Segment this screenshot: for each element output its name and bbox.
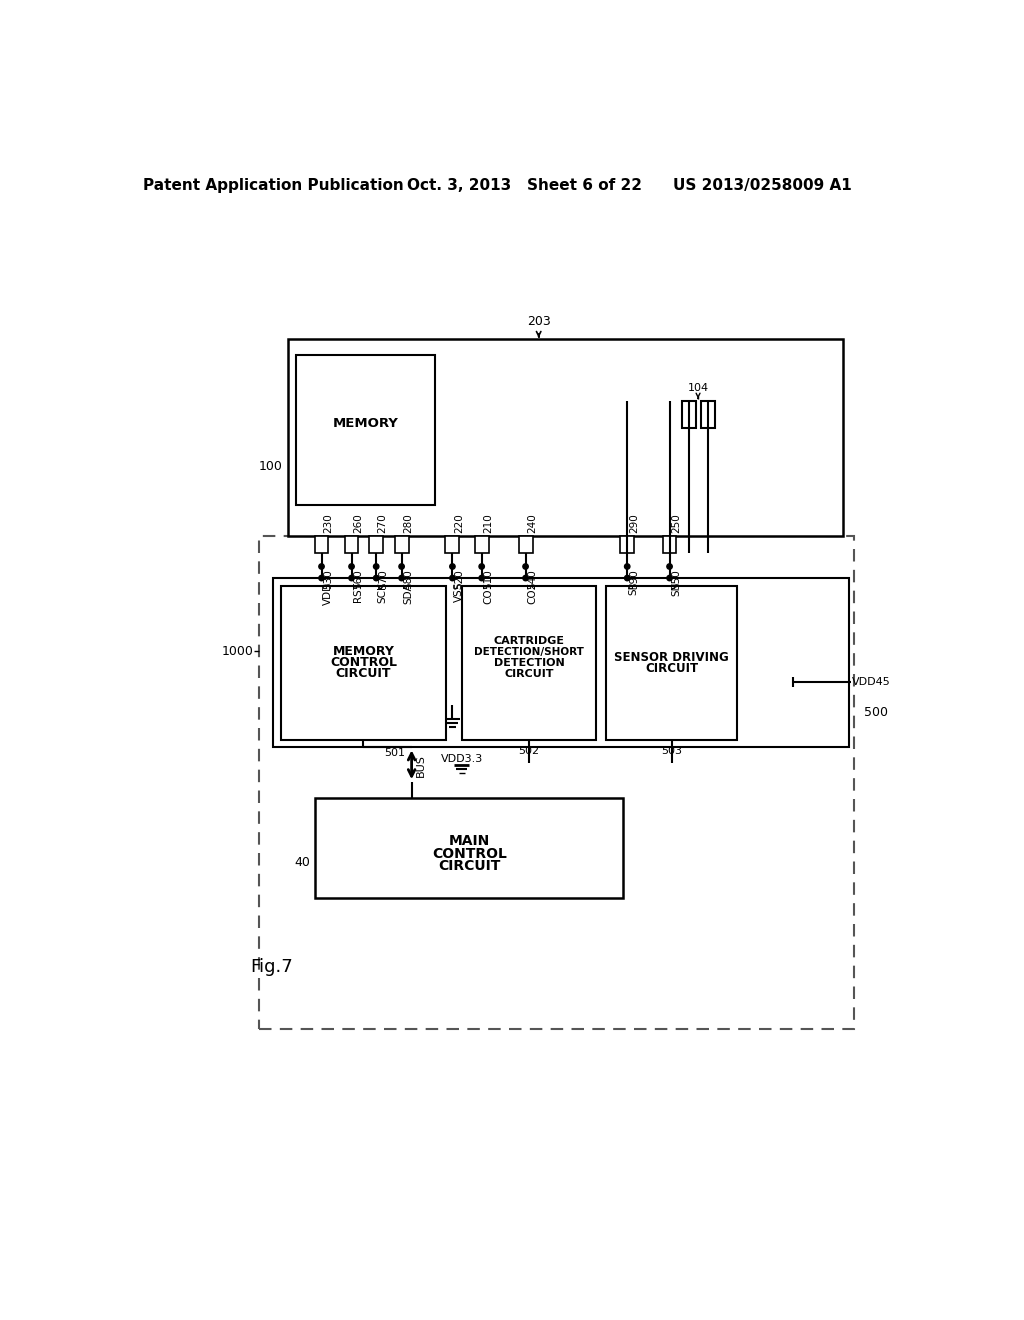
Text: CO1: CO1 — [483, 582, 494, 605]
Text: 270: 270 — [378, 513, 388, 533]
Bar — [682, 401, 695, 428]
Text: 220: 220 — [454, 513, 464, 533]
Text: MEMORY: MEMORY — [333, 417, 398, 430]
Text: VSS: VSS — [454, 582, 464, 602]
Text: VDD: VDD — [323, 582, 333, 605]
Bar — [462, 586, 596, 739]
Text: CO2: CO2 — [527, 582, 538, 605]
Text: VDD3.3: VDD3.3 — [440, 754, 482, 764]
Text: Patent Application Publication: Patent Application Publication — [142, 178, 403, 193]
Text: 503: 503 — [662, 746, 682, 756]
Circle shape — [625, 564, 630, 569]
Text: 502: 502 — [518, 746, 540, 756]
Text: 560: 560 — [353, 570, 364, 589]
Circle shape — [399, 564, 404, 569]
Text: Oct. 3, 2013   Sheet 6 of 22: Oct. 3, 2013 Sheet 6 of 22 — [408, 178, 642, 193]
Circle shape — [479, 576, 484, 581]
Bar — [394, 536, 409, 553]
Text: SENSOR DRIVING: SENSOR DRIVING — [614, 651, 729, 664]
Bar — [475, 536, 488, 553]
Circle shape — [374, 576, 379, 581]
Text: 240: 240 — [527, 513, 538, 533]
Text: Fig.7: Fig.7 — [250, 958, 293, 975]
Text: 550: 550 — [671, 570, 681, 589]
Circle shape — [450, 576, 455, 581]
Bar — [445, 536, 460, 553]
Circle shape — [523, 576, 528, 581]
Text: 250: 250 — [671, 513, 681, 533]
Text: CIRCUIT: CIRCUIT — [336, 667, 391, 680]
Text: SN: SN — [671, 582, 681, 597]
Text: 280: 280 — [403, 513, 413, 533]
Text: 230: 230 — [323, 513, 333, 533]
Text: MAIN: MAIN — [449, 834, 490, 849]
Text: 540: 540 — [527, 570, 538, 589]
Text: 210: 210 — [483, 513, 494, 533]
Text: US 2013/0258009 A1: US 2013/0258009 A1 — [673, 178, 851, 193]
Text: SCK: SCK — [378, 582, 388, 603]
Bar — [315, 797, 624, 898]
Text: 500: 500 — [863, 706, 888, 719]
Text: RST: RST — [353, 582, 364, 602]
Bar — [370, 536, 383, 553]
Text: 104: 104 — [687, 383, 709, 393]
Text: CIRCUIT: CIRCUIT — [645, 661, 698, 675]
Text: CONTROL: CONTROL — [330, 656, 397, 669]
Text: SDA: SDA — [403, 582, 413, 603]
Text: 290: 290 — [629, 513, 639, 533]
Bar — [606, 586, 737, 739]
Circle shape — [399, 576, 404, 581]
Circle shape — [667, 564, 672, 569]
Bar — [296, 355, 435, 506]
Text: 520: 520 — [454, 570, 464, 589]
Text: DETECTION: DETECTION — [494, 657, 564, 668]
Bar — [663, 536, 677, 553]
Bar — [621, 536, 634, 553]
Text: 260: 260 — [353, 513, 364, 533]
Text: 590: 590 — [629, 570, 639, 589]
Bar — [289, 339, 843, 536]
Bar — [273, 578, 849, 747]
Bar — [281, 586, 446, 739]
Text: 100: 100 — [258, 459, 283, 473]
Text: MEMORY: MEMORY — [333, 645, 394, 659]
Text: CIRCUIT: CIRCUIT — [438, 859, 501, 873]
Text: CONTROL: CONTROL — [432, 846, 507, 861]
Bar — [701, 401, 715, 428]
Circle shape — [349, 576, 354, 581]
Text: 1000: 1000 — [222, 644, 254, 657]
Bar — [518, 536, 532, 553]
Circle shape — [523, 564, 528, 569]
Circle shape — [318, 576, 325, 581]
Circle shape — [625, 576, 630, 581]
Text: 570: 570 — [378, 570, 388, 589]
Bar — [259, 536, 854, 1028]
Text: 203: 203 — [526, 314, 551, 327]
Circle shape — [349, 564, 354, 569]
Circle shape — [450, 564, 455, 569]
Bar — [314, 536, 329, 553]
Text: CIRCUIT: CIRCUIT — [504, 668, 554, 678]
Text: VDD45: VDD45 — [852, 677, 891, 686]
Text: SP: SP — [629, 582, 639, 595]
Text: 40: 40 — [294, 857, 310, 870]
Text: 510: 510 — [483, 570, 494, 589]
Text: 501: 501 — [384, 748, 406, 758]
Text: 530: 530 — [323, 570, 333, 589]
Bar — [345, 536, 358, 553]
Circle shape — [667, 576, 672, 581]
Text: CARTRIDGE: CARTRIDGE — [494, 636, 564, 647]
Circle shape — [374, 564, 379, 569]
Text: DETECTION/SHORT: DETECTION/SHORT — [474, 647, 584, 657]
Circle shape — [318, 564, 325, 569]
Text: BUS: BUS — [416, 754, 425, 776]
Circle shape — [479, 564, 484, 569]
Text: 580: 580 — [403, 570, 413, 589]
